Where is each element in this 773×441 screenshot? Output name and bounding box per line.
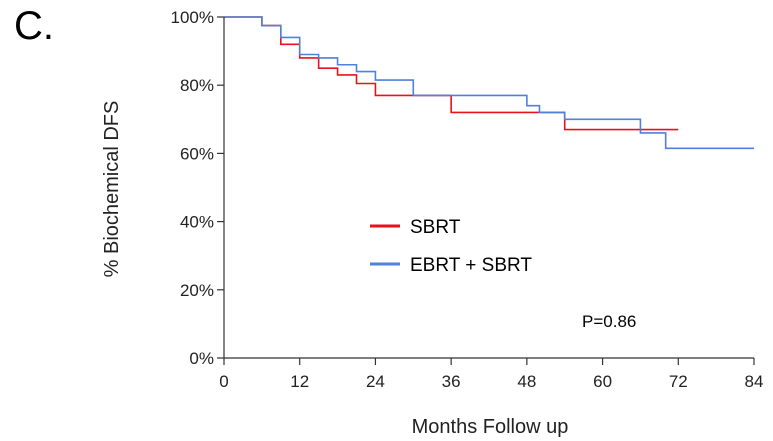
x-axis-title: Months Follow up (412, 416, 569, 438)
y-axis-title: % Biochemical DFS (101, 101, 123, 278)
x-tick-label: 12 (290, 372, 309, 391)
y-tick-label: 60% (180, 144, 214, 163)
ticks-layer: 0% 20% 40% 60% 80% 100% 0 12 24 36 48 60 72 84 (171, 8, 764, 391)
x-tick-label: 0 (219, 372, 228, 391)
legend-label: SBRT (410, 217, 461, 238)
series-line-ebrt-sbrt (224, 16, 754, 150)
series-line-sbrt (224, 16, 679, 131)
axes-layer (223, 17, 754, 359)
y-tick-label: 20% (180, 281, 214, 300)
y-tick-label: 40% (180, 213, 214, 232)
y-tick-label: 0% (189, 349, 214, 368)
x-tick-label: 36 (442, 372, 461, 391)
y-tick-label: 100% (171, 8, 214, 27)
x-tick-label: 60 (593, 372, 612, 391)
legend-label: EBRT + SBRT (410, 255, 532, 276)
panel-letter: C. (14, 4, 54, 48)
x-tick-label: 72 (669, 372, 688, 391)
y-tick-label: 80% (180, 76, 214, 95)
x-tick-label: 48 (517, 372, 536, 391)
legend: SBRT EBRT + SBRT (370, 217, 532, 276)
series-layer (224, 16, 754, 150)
x-tick-label: 24 (366, 372, 385, 391)
p-value-annotation: P=0.86 (582, 312, 636, 331)
x-tick-label: 84 (745, 372, 764, 391)
